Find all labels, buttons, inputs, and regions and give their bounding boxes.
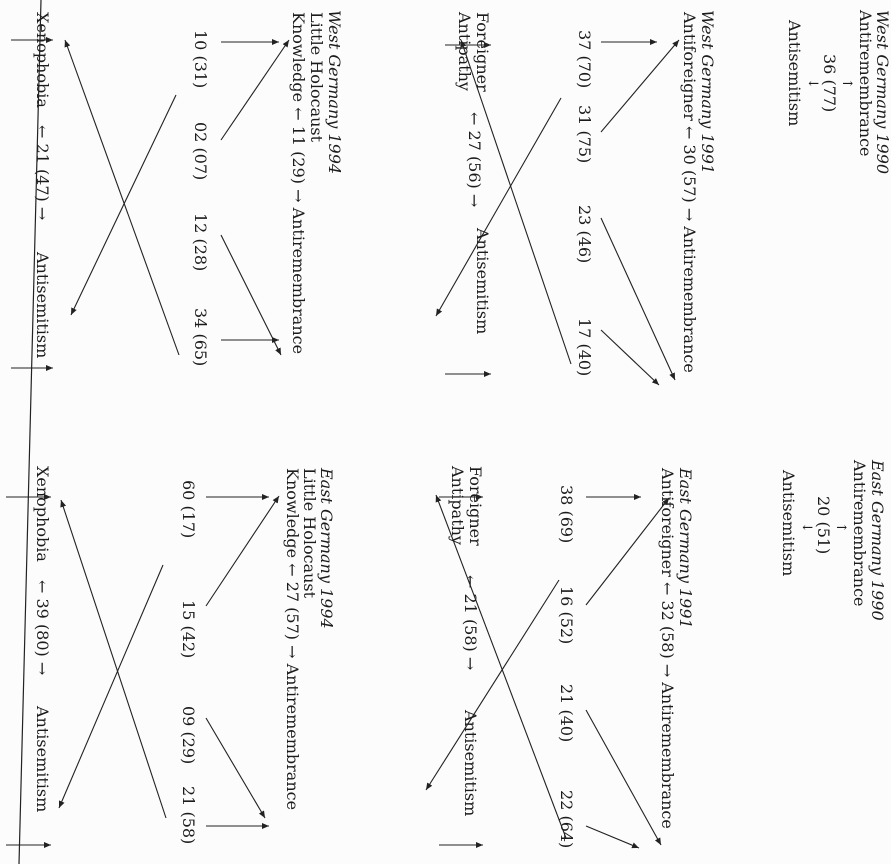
west-1991-arrow-antiforeigner-foreigner [600,39,680,133]
east-1991-arrow-antiforeigner-foreigner [585,497,670,606]
west-1991-cross-b [460,39,572,365]
west-1991-arrow-antiremembrance-top [600,329,660,386]
page-rule [18,0,42,864]
east-1994-cross-a [58,564,164,809]
west-1991-arrow-antiremembrance-antisemitism [600,217,676,381]
east-1991-cross-b [435,494,567,839]
east-1994-arrow-knowledge-xenophobia [205,495,280,607]
west-1994-cross-b [64,39,180,356]
west-1994-arrow-knowledge-xenophobia [220,39,290,141]
east-1994-arrow-antiremembrance-antisemitism [205,717,266,819]
east-1991-arrow-antiremembrance-antisemitism [585,709,662,846]
east-1991-arrow-antiremembrance-top [585,825,640,849]
east-1991-cross-a [425,579,560,791]
west-1994-cross-a [70,94,177,316]
east-1994-cross-b [60,499,167,819]
west-1994-arrow-antiremembrance-antisemitism [220,234,282,356]
west-1991-cross-a [435,97,562,317]
